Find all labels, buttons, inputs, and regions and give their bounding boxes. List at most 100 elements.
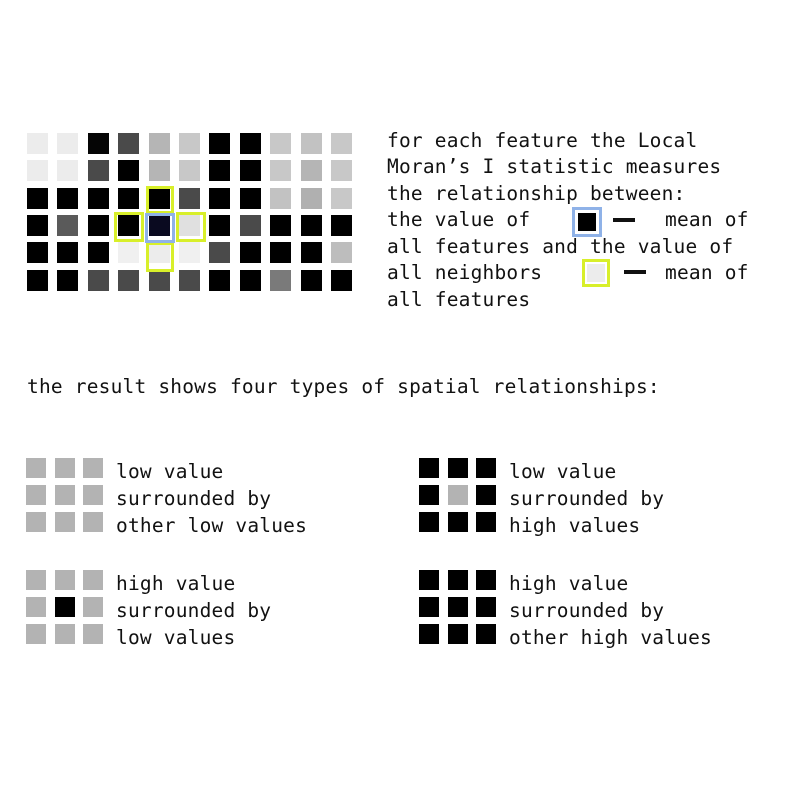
legend-label-line-3: other high values [509,626,712,649]
grid-cell [87,242,109,264]
legend-cell [419,458,439,478]
grid-cell [179,160,200,182]
legend-pattern-high-low [26,570,106,650]
legend-label-line-3: low values [116,626,236,649]
grid-cell [331,160,352,182]
legend-cell [83,512,103,532]
description-line-2: Moran’s I statistic measures [387,155,722,178]
legend-cell [419,570,439,590]
legend-high-high: high value surrounded by other high valu… [419,570,759,654]
grid-cell [57,242,79,264]
grid-cell [331,214,352,236]
grid-cell [300,242,322,264]
legend-pattern-low-low [26,458,106,538]
grid-cell [57,160,79,182]
grid-cell [300,269,322,291]
grid-cell [27,133,48,154]
legend-cell [26,624,46,644]
legend-cell [26,485,46,505]
grid-cell [27,242,48,264]
legend-cell [26,512,46,532]
legend-cell [447,512,468,532]
legend-label-line-2: surrounded by [509,599,665,622]
grid-cell [118,214,140,236]
neighbor-value-swatch [582,259,610,287]
legend-cell [476,458,496,478]
neighbor-highlight-left [114,212,144,242]
grid-cell [209,214,231,236]
legend-cell [419,624,439,644]
legend-cell [26,597,46,617]
legend-cell [476,512,496,532]
grid-cell [87,214,109,236]
legend-cell [447,458,468,478]
grid-cell [300,214,322,236]
legend-cell [83,597,103,617]
grid-cell [118,269,140,291]
grid-cell [239,269,261,291]
legend-cell [447,624,468,644]
grid-cell [300,187,322,209]
grid-cell [148,269,170,291]
legend-cell [419,512,439,532]
description-line-1: for each feature the Local [387,129,698,152]
legend-cell [447,570,468,590]
neighbor-highlight-right [176,212,206,242]
legend-cell [419,597,439,617]
legend-label-line-2: surrounded by [116,599,272,622]
legend-pattern-high-high [419,570,499,650]
grid-cell [239,187,261,209]
grid-cell [57,133,79,154]
description-line-4b: mean of [665,208,749,231]
description-line-7: all features [387,288,531,311]
grid-cell [179,187,200,209]
legend-cell [83,458,103,478]
grid-cell [209,187,231,209]
result-heading: the result shows four types of spatial r… [27,375,660,398]
legend-cell [54,597,75,617]
grid-cell [270,214,292,236]
grid-cell [87,160,109,182]
grid-cell [300,133,322,154]
legend-label-line-2: surrounded by [116,487,272,510]
legend-cell [476,624,496,644]
grid-cell [57,187,79,209]
focal-feature-highlight [145,213,175,243]
grid-cell [27,160,48,182]
grid-cell [209,133,231,154]
legend-cell [54,485,75,505]
legend-cell [54,570,75,590]
grid-cell [87,187,109,209]
grid-cell [87,133,109,154]
neighbor-highlight-top [146,186,174,214]
grid-cell [270,187,292,209]
legend-pattern-low-high [419,458,499,538]
legend-cell [476,597,496,617]
legend-label-line-1: high value [116,572,236,595]
grid-cell [27,269,48,291]
legend-label-line-2: surrounded by [509,487,665,510]
legend-cell [447,485,468,505]
grid-cell [118,187,140,209]
grid-cell [331,242,352,264]
legend-high-low: high value surrounded by low values [26,570,356,654]
legend-label-line-1: low value [116,460,224,483]
grid-cell [179,133,200,154]
legend-cell [83,570,103,590]
grid-cell [118,160,140,182]
legend-cell [476,485,496,505]
grid-cell [331,187,352,209]
grid-cell [239,242,261,264]
grid-cell [148,133,170,154]
grid-cell [239,214,261,236]
description-line-6b: mean of [665,261,749,284]
grid-cell [118,242,140,264]
grid-cell [27,187,48,209]
grid-cell [331,133,352,154]
legend-cell [26,458,46,478]
grid-cell [209,160,231,182]
grid-cell [239,133,261,154]
grid-cell [179,269,200,291]
grid-cell [148,160,170,182]
grid-cell [148,242,170,264]
